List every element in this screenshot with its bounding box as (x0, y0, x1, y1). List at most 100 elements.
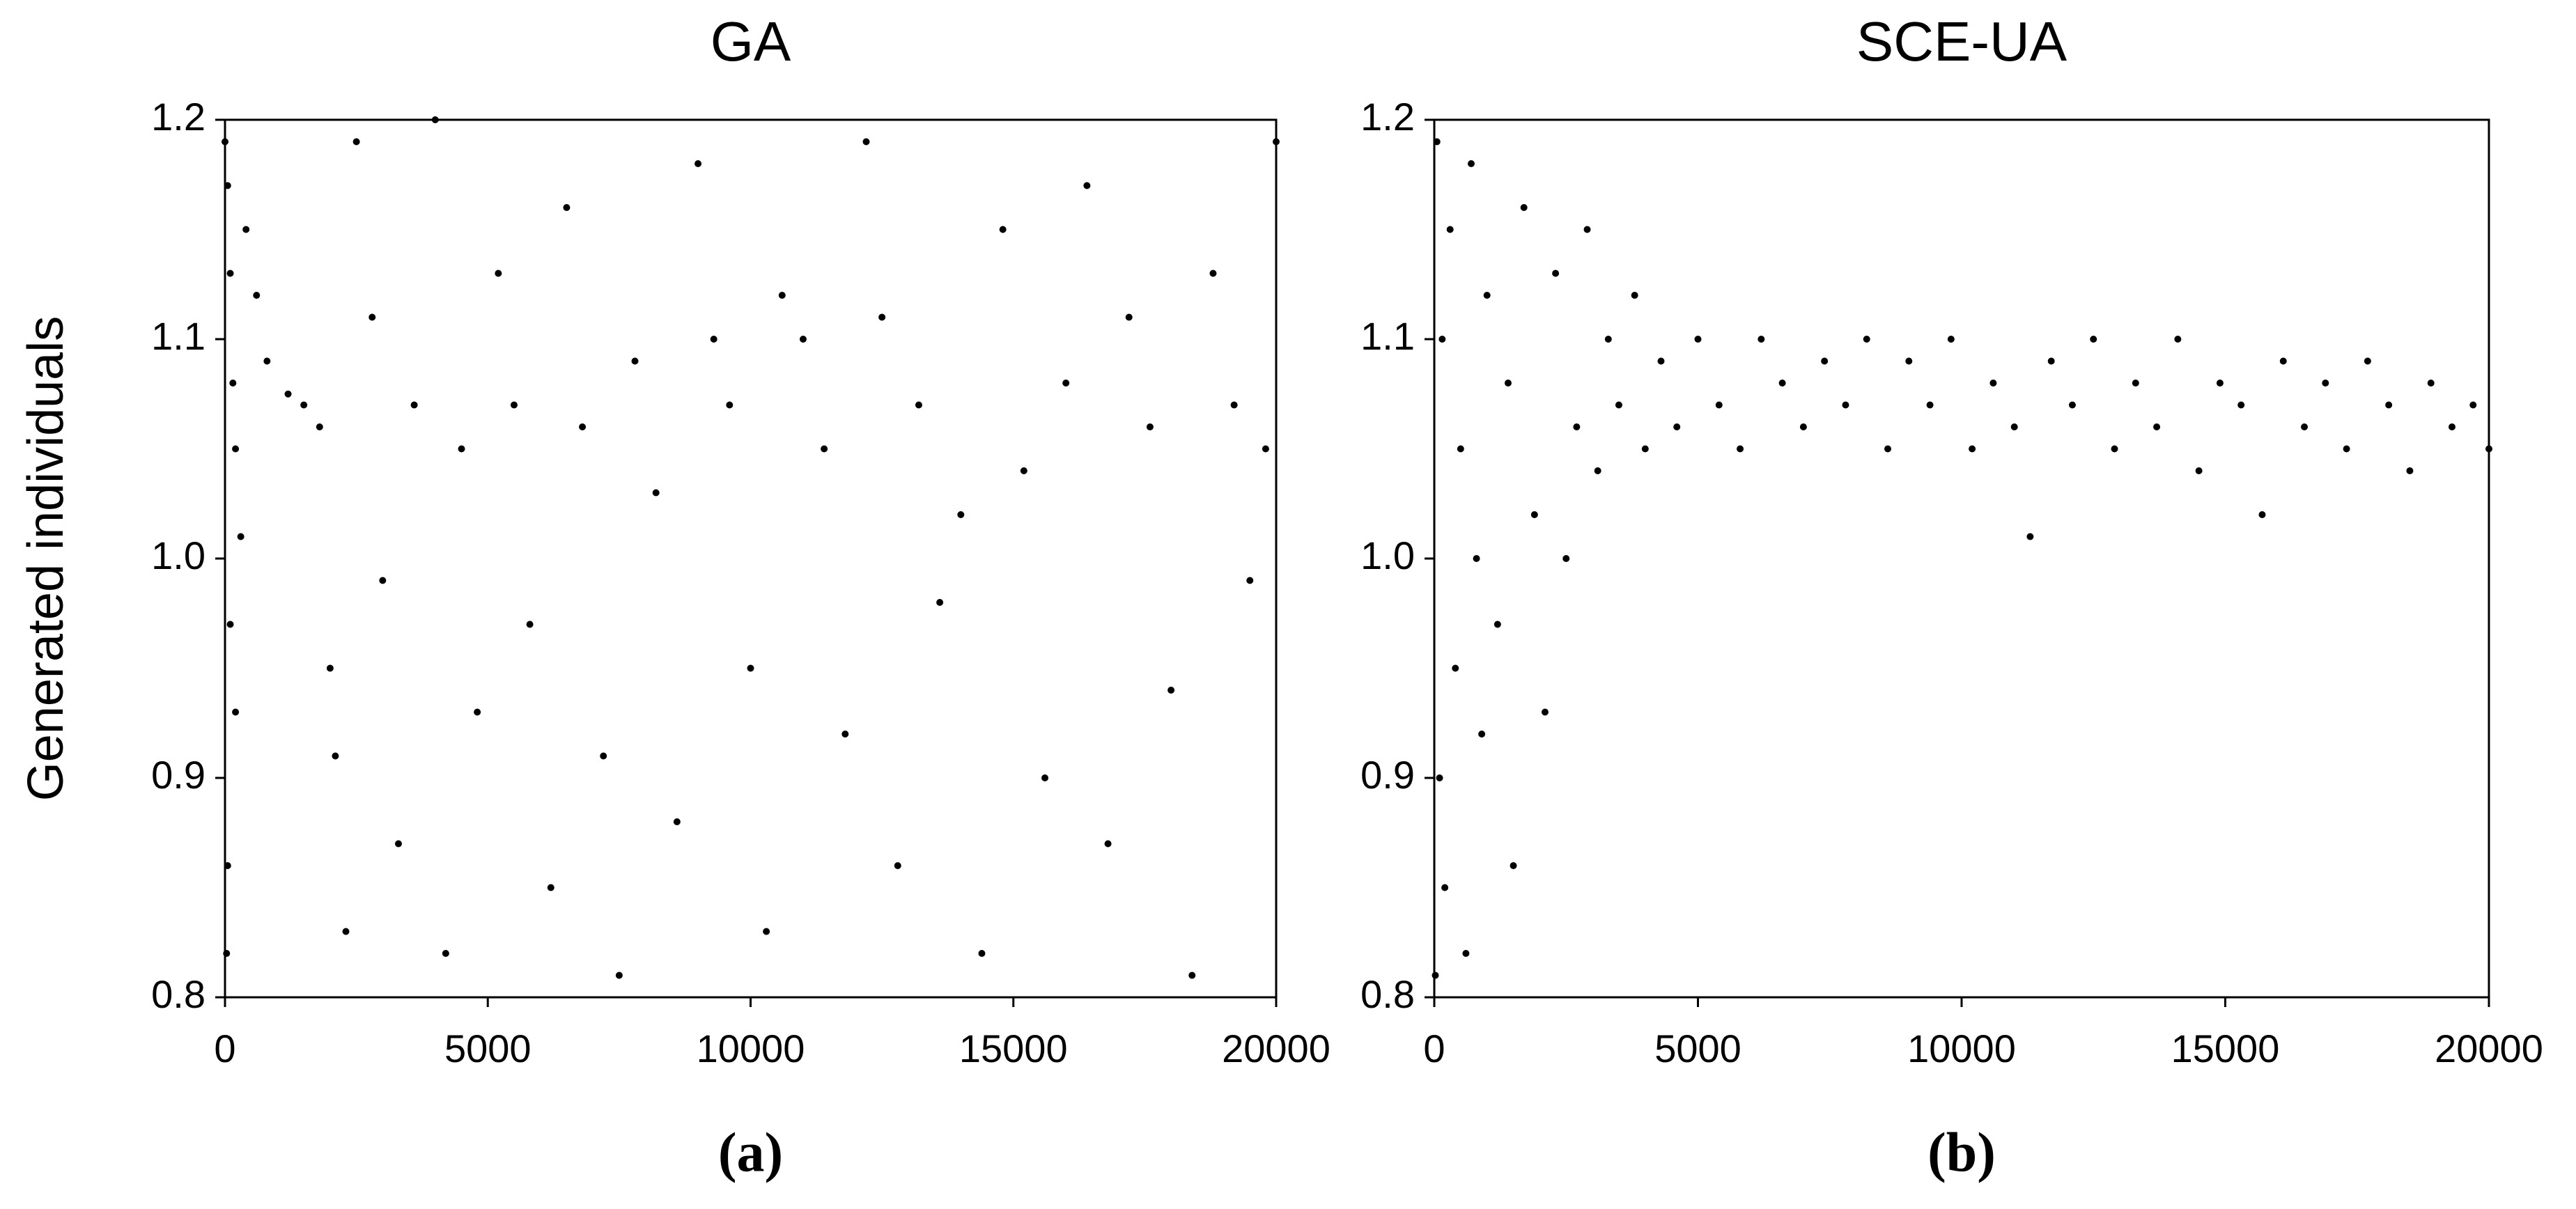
point (710, 336, 717, 343)
x-tick-label: 0 (214, 1027, 235, 1070)
point (894, 862, 901, 869)
point (1020, 467, 1027, 474)
point (2026, 533, 2034, 540)
point (1483, 292, 1491, 299)
point (2216, 380, 2224, 387)
point (2111, 445, 2118, 453)
point (2174, 336, 2182, 343)
point (2068, 401, 2076, 409)
point (1673, 423, 1681, 430)
point (2485, 445, 2492, 453)
point (284, 390, 292, 398)
point (1799, 423, 1807, 430)
point (2010, 423, 2018, 430)
x-tick-label: 10000 (1907, 1027, 2016, 1070)
point (2153, 423, 2161, 430)
point (1737, 445, 1744, 453)
point (799, 336, 807, 343)
point (1441, 884, 1449, 891)
point (999, 226, 1007, 233)
x-tick-label: 20000 (2435, 1027, 2543, 1070)
point (232, 445, 240, 453)
point (778, 292, 786, 299)
plot-frame (224, 118, 1278, 999)
point (1167, 687, 1175, 694)
point (474, 708, 481, 716)
point (547, 884, 554, 891)
point (2047, 357, 2055, 365)
point (1436, 774, 1443, 781)
point (2195, 467, 2203, 474)
point (936, 599, 944, 606)
point (1209, 270, 1217, 277)
point (2343, 445, 2350, 453)
point (263, 357, 271, 365)
point (1446, 226, 1454, 233)
point (600, 752, 607, 760)
point (1947, 336, 1955, 343)
point (1431, 972, 1439, 979)
point (1863, 336, 1870, 343)
y-tick-label: 1.1 (1360, 314, 1415, 358)
point (1778, 380, 1786, 387)
point (821, 445, 828, 453)
point (1062, 380, 1070, 387)
point (2364, 357, 2371, 365)
point (763, 928, 770, 935)
point (495, 270, 502, 277)
point (526, 621, 534, 628)
point (1230, 401, 1238, 409)
point (747, 664, 754, 672)
y-tick-label: 1.0 (1360, 533, 1415, 577)
point (431, 116, 439, 123)
point (2237, 401, 2245, 409)
point (915, 401, 922, 409)
point (316, 423, 323, 430)
point (1262, 445, 1269, 453)
point (1615, 401, 1622, 409)
point (1562, 555, 1570, 562)
point (394, 840, 402, 848)
x-tick-label: 15000 (2171, 1027, 2280, 1070)
point (222, 138, 228, 146)
point (2279, 357, 2287, 365)
point (1821, 357, 1829, 365)
point (1926, 401, 1934, 409)
point (1552, 270, 1560, 277)
point (1452, 664, 1459, 672)
panel-label: (b) (1927, 1122, 1996, 1183)
point (2406, 467, 2414, 474)
point (2449, 423, 2456, 430)
point (379, 577, 387, 584)
point (1246, 577, 1254, 584)
point (1530, 511, 1538, 518)
point (579, 423, 587, 430)
point (326, 664, 334, 672)
point (1438, 336, 1446, 343)
y-axis-title: Generated individuals (18, 316, 74, 801)
point (442, 950, 449, 957)
point (224, 862, 231, 869)
point (1969, 445, 1976, 453)
point (1462, 950, 1470, 957)
x-tick-label: 0 (1423, 1027, 1445, 1070)
point (2322, 380, 2329, 387)
point (2427, 380, 2435, 387)
point (300, 401, 308, 409)
point (615, 972, 623, 979)
point (978, 950, 986, 957)
point (352, 138, 360, 146)
y-tick-label: 1.2 (1360, 95, 1415, 139)
point (2385, 401, 2393, 409)
point (673, 818, 681, 825)
x-tick-label: 10000 (697, 1027, 805, 1070)
point (2258, 511, 2266, 518)
point (2301, 423, 2309, 430)
y-tick-label: 1.0 (151, 533, 205, 577)
y-tick-label: 1.1 (151, 314, 205, 358)
point (1694, 336, 1702, 343)
point (224, 182, 231, 189)
point (1573, 423, 1581, 430)
